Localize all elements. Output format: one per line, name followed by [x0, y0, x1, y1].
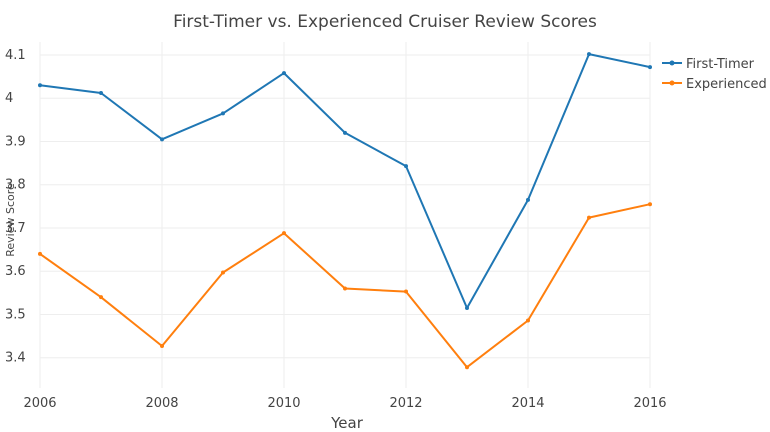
data-point [38, 251, 42, 256]
x-tick-label: 2012 [389, 396, 422, 411]
series-first-timer [38, 52, 652, 310]
legend-label: Experienced [686, 77, 767, 92]
x-tick-label: 2006 [23, 396, 56, 411]
grid [39, 42, 651, 388]
x-tick-label: 2014 [511, 396, 544, 411]
y-tick-label: 3.7 [5, 221, 26, 236]
y-tick-label: 4 [5, 91, 13, 106]
legend-marker [669, 60, 675, 66]
data-point [404, 164, 408, 169]
data-point [587, 215, 591, 220]
y-axis-title: Review Score [4, 183, 17, 257]
x-tick-label: 2008 [145, 396, 178, 411]
data-point [221, 111, 225, 116]
legend-marker [669, 80, 675, 86]
data-point [526, 318, 530, 323]
data-point [282, 71, 286, 76]
data-point [99, 91, 103, 96]
legend: First-Timer Experienced [662, 57, 767, 92]
y-axis-ticks: 3.4 3.5 3.6 3.7 3.8 3.9 4 4.1 [5, 48, 26, 366]
data-point [160, 344, 164, 349]
series-lines [38, 52, 652, 370]
legend-item: First-Timer [662, 57, 755, 72]
data-point [343, 130, 347, 135]
y-tick-label: 3.6 [5, 264, 26, 279]
data-point [648, 65, 652, 70]
y-tick-label: 3.8 [5, 178, 26, 193]
y-tick-label: 4.1 [5, 48, 26, 63]
y-tick-label: 3.9 [5, 134, 26, 149]
data-point [282, 231, 286, 236]
data-point [221, 270, 225, 275]
data-point [343, 286, 347, 291]
y-tick-label: 3.5 [5, 307, 26, 322]
data-point [526, 197, 530, 202]
series-experienced [38, 202, 652, 370]
data-point [465, 305, 469, 310]
data-point [648, 202, 652, 207]
legend-label: First-Timer [686, 57, 755, 72]
x-tick-label: 2010 [267, 396, 300, 411]
data-point [38, 83, 42, 88]
legend-item: Experienced [662, 77, 767, 92]
x-axis-title: Year [330, 414, 364, 432]
data-point [587, 52, 591, 57]
data-point [99, 295, 103, 300]
series-line [39, 203, 651, 369]
x-axis-ticks: 2006 2008 2010 2012 2014 2016 [23, 396, 666, 411]
chart-title: First-Timer vs. Experienced Cruiser Revi… [173, 12, 597, 32]
data-point [160, 137, 164, 142]
data-point [465, 365, 469, 370]
data-point [404, 289, 408, 294]
x-tick-label: 2016 [633, 396, 666, 411]
y-tick-label: 3.4 [5, 351, 26, 366]
